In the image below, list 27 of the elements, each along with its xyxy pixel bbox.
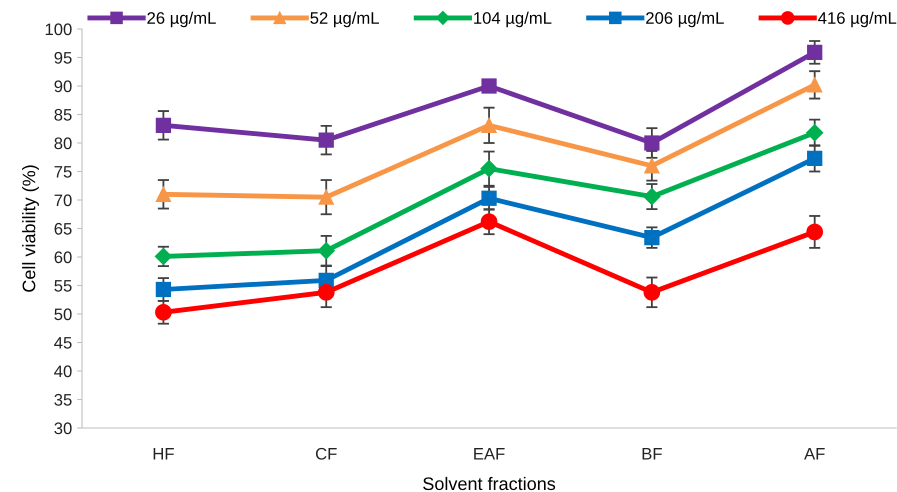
y-tick-label: 70 xyxy=(54,194,72,206)
y-tick-label: 80 xyxy=(54,137,72,150)
legend-label: 52 µg/mL xyxy=(310,12,379,28)
y-tick-label: 30 xyxy=(54,422,72,434)
y-tick-label: 60 xyxy=(54,251,72,264)
legend-label: 104 µg/mL xyxy=(474,12,552,28)
x-tick-label: EAF xyxy=(474,448,505,460)
x-tick-label: AF xyxy=(804,448,825,460)
legend-label: 26 µg/mL xyxy=(147,12,216,28)
x-axis-title: Solvent fractions xyxy=(423,476,556,490)
y-tick-label: 95 xyxy=(54,52,72,64)
y-tick-label: 35 xyxy=(54,394,72,406)
y-tick-label: 50 xyxy=(54,308,72,320)
y-tick-label: 65 xyxy=(54,222,72,235)
y-tick-label: 40 xyxy=(54,365,72,378)
y-axis-title: Cell viability (%) xyxy=(22,165,39,292)
y-tick-label: 90 xyxy=(54,80,72,92)
legend-label: 416 µg/mL xyxy=(818,12,896,28)
y-tick-label: 45 xyxy=(54,337,72,349)
x-tick-label: HF xyxy=(154,448,174,460)
y-tick-label: 85 xyxy=(54,108,72,121)
x-tick-label: CF xyxy=(316,448,337,460)
legend-label: 206 µg/mL xyxy=(646,12,724,28)
y-tick-label: 75 xyxy=(54,166,72,178)
x-tick-label: BF xyxy=(642,448,662,460)
y-tick-label: 100 xyxy=(46,23,72,36)
y-tick-label: 55 xyxy=(54,280,72,292)
